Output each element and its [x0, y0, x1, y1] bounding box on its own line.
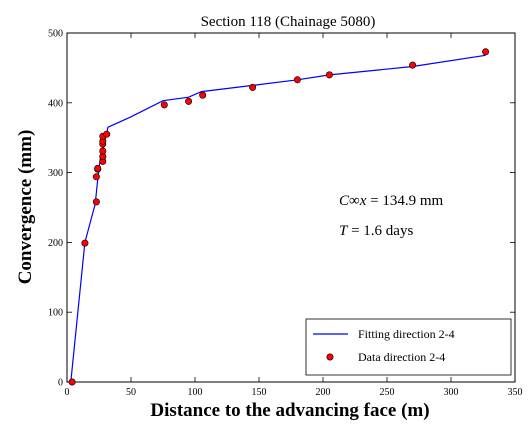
y-tick-label: 300 [48, 168, 63, 179]
y-tick-label: 100 [48, 308, 63, 319]
x-tick-label: 350 [508, 387, 523, 398]
data-point [199, 91, 207, 99]
x-tick-label: 200 [316, 387, 331, 398]
data-point [92, 198, 100, 206]
y-axis-label: Convergence (mm) [15, 130, 36, 285]
data-point [293, 76, 301, 84]
data-point [94, 164, 102, 172]
legend-label-data: Data direction 2-4 [358, 350, 445, 364]
data-point [160, 101, 168, 109]
x-tick-label: 0 [65, 387, 70, 398]
x-tick-label: 100 [188, 387, 203, 398]
y-tick-label: 200 [48, 238, 63, 249]
data-point [409, 61, 417, 69]
x-tick-label: 150 [252, 387, 267, 398]
data-point [81, 239, 89, 247]
x-tick-label: 50 [126, 387, 136, 398]
data-point [185, 97, 193, 105]
data-point [99, 147, 107, 155]
y-axis-ticks: 0 100 200 300 400 500 [48, 29, 515, 389]
chart-title: Section 118 (Chainage 5080) [201, 14, 376, 30]
x-tick-label: 250 [380, 387, 395, 398]
legend-marker-swatch [326, 353, 334, 361]
legend: Fitting direction 2-4 Data direction 2-4 [305, 318, 512, 376]
y-tick-label: 0 [58, 378, 63, 389]
cinfx-annotation: C∞x = 134.9 mm [339, 193, 444, 209]
x-axis-label: Distance to the advancing face (m) [150, 400, 429, 421]
y-tick-label: 400 [48, 98, 63, 109]
data-point [482, 48, 490, 56]
legend-box [305, 318, 512, 376]
data-point [92, 173, 100, 181]
legend-label-fitting: Fitting direction 2-4 [358, 327, 455, 341]
y-tick-label: 500 [48, 29, 63, 40]
data-point [68, 378, 76, 386]
data-point [103, 130, 111, 138]
fitting-line-series [70, 54, 486, 383]
x-axis-ticks: 0 50 100 150 200 250 300 350 [65, 33, 523, 398]
t-annotation: T = 1.6 days [339, 223, 413, 239]
x-tick-label: 300 [444, 387, 459, 398]
data-points-series [68, 48, 490, 386]
data-point [249, 83, 257, 91]
data-point [325, 71, 333, 79]
